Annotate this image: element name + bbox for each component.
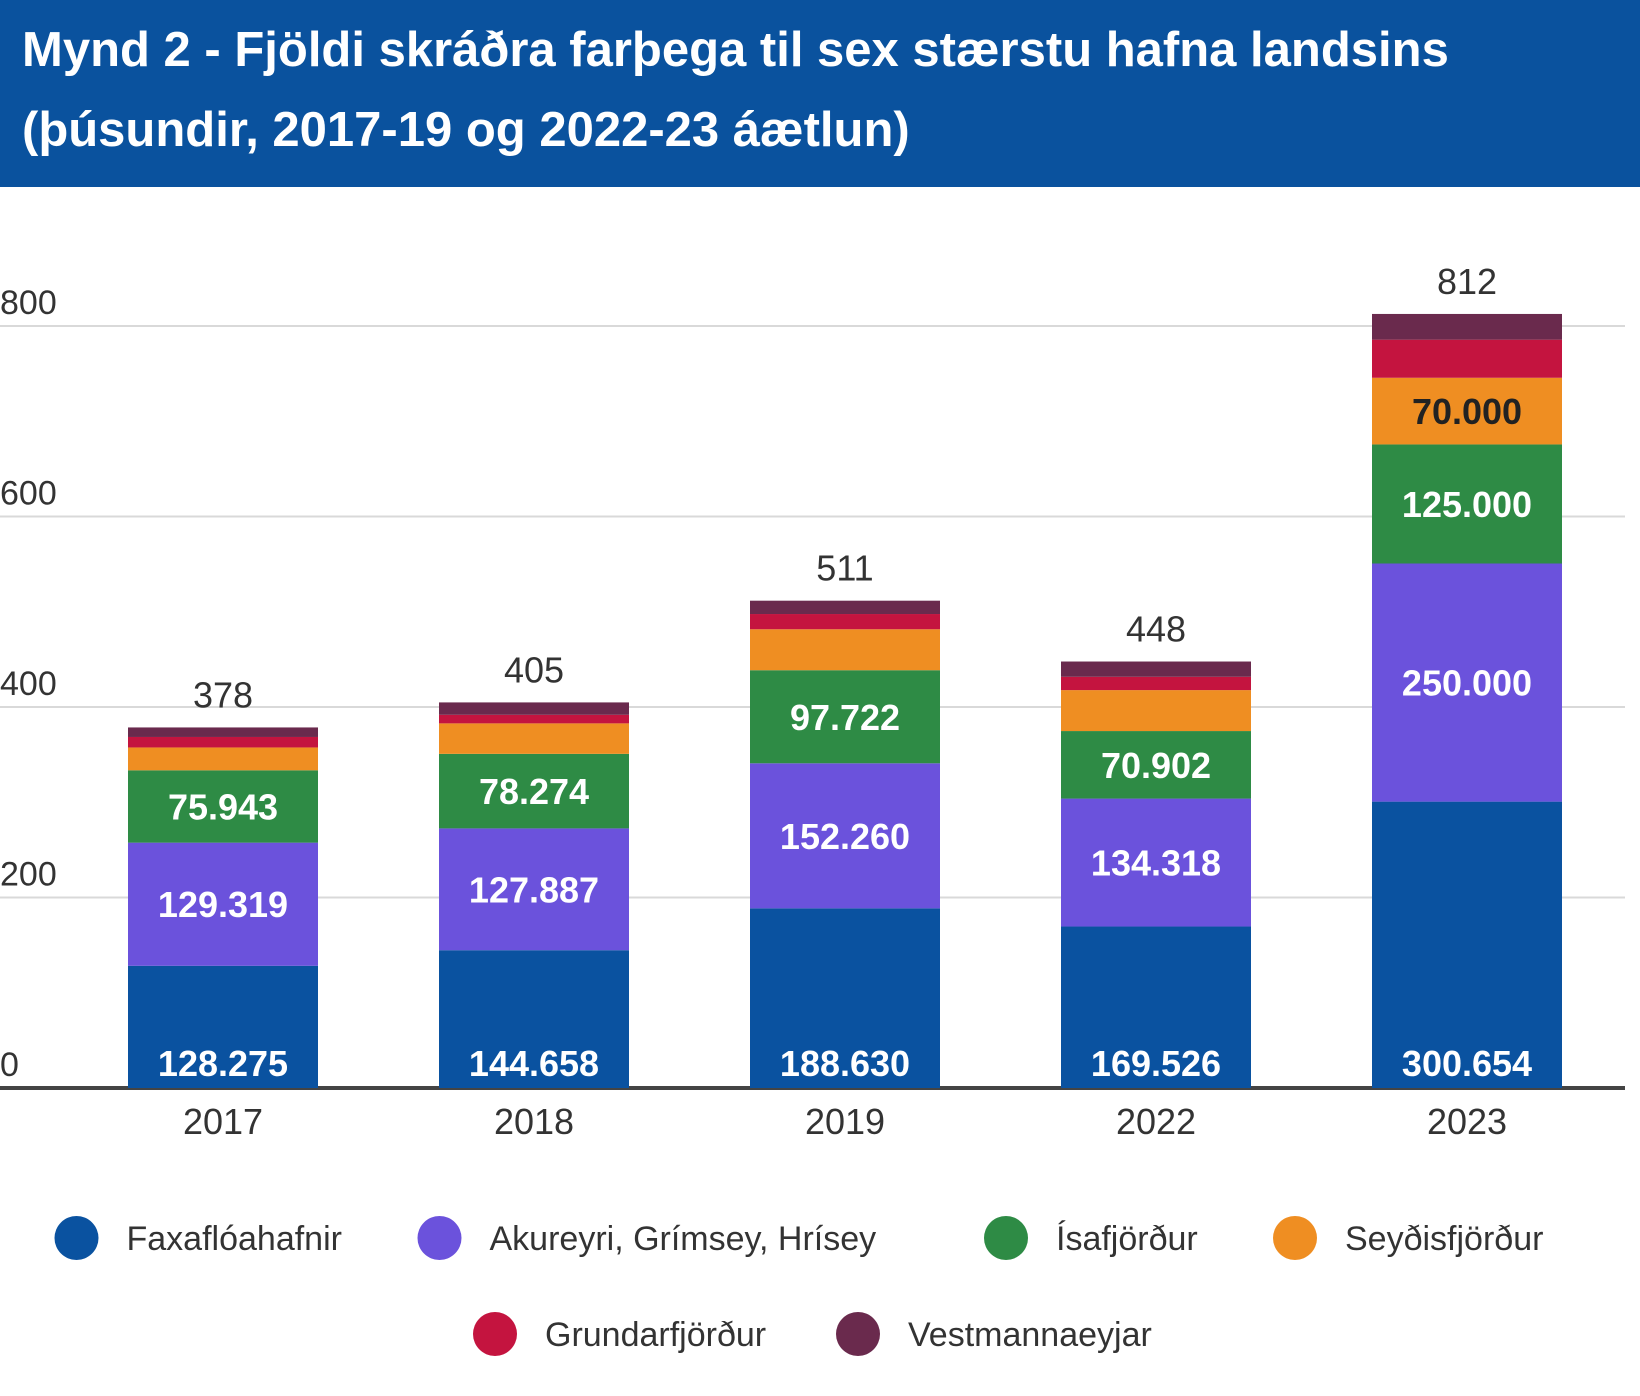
- bar-segment: [750, 600, 940, 615]
- legend-marker: [1273, 1216, 1317, 1260]
- bar-segment: [1372, 377, 1562, 445]
- data-label: 169.526: [1091, 1043, 1221, 1084]
- bar-segment: [439, 723, 629, 754]
- bar-segment: [1061, 798, 1251, 927]
- x-tick-label: 2022: [1116, 1101, 1196, 1142]
- data-label: 250.000: [1402, 663, 1532, 704]
- bar-segment: [750, 908, 940, 1088]
- bar-segment: [750, 629, 940, 671]
- bar-segment: [1061, 676, 1251, 691]
- bar-segment: [1372, 339, 1562, 378]
- legend: Faxaflóahafnir Akureyri, Grímsey, Hrísey Í…: [54, 1216, 1543, 1356]
- bar-layer: [128, 313, 1562, 1088]
- total-label: 812: [1437, 261, 1497, 302]
- bar-segment: [1372, 563, 1562, 802]
- bar-segment: [1372, 444, 1562, 564]
- y-tick-label: 400: [0, 665, 57, 703]
- legend-label: Vestmannaeyjar: [908, 1316, 1152, 1354]
- bar-segment: [750, 670, 940, 764]
- bar-segment: [439, 702, 629, 715]
- y-tick-label: 600: [0, 475, 57, 513]
- bar-segment: [1372, 313, 1562, 340]
- total-label: 405: [504, 649, 564, 690]
- legend-marker: [836, 1312, 880, 1356]
- bar-segment: [439, 753, 629, 829]
- legend-label: Ísafjörður: [1056, 1220, 1198, 1258]
- legend-label: Faxaflóahafnir: [127, 1220, 342, 1258]
- data-label: 129.319: [158, 884, 288, 925]
- x-tick-label: 2023: [1427, 1101, 1507, 1142]
- data-label: 188.630: [780, 1043, 910, 1084]
- y-tick-label: 800: [0, 284, 57, 322]
- data-label: 70.000: [1412, 391, 1522, 432]
- total-label: 511: [816, 548, 873, 589]
- x-tick-label: 2019: [805, 1101, 885, 1142]
- data-label: 125.000: [1402, 484, 1532, 525]
- legend-label: Grundarfjörður: [545, 1316, 766, 1354]
- total-label: 448: [1126, 609, 1186, 650]
- legend-marker: [54, 1216, 99, 1260]
- bar-segment: [128, 736, 318, 748]
- legend-label: Akureyri, Grímsey, Hrísey: [490, 1220, 877, 1258]
- legend-marker: [473, 1312, 517, 1356]
- bar-segment: [1061, 926, 1251, 1088]
- title-bar: Mynd 2 - Fjöldi skráðra farþega til sex …: [0, 0, 1640, 187]
- bar-segment: [439, 714, 629, 724]
- chart-title: Mynd 2 - Fjöldi skráðra farþega til sex …: [22, 23, 1449, 77]
- data-label: 70.902: [1101, 745, 1211, 786]
- data-label: 144.658: [469, 1043, 599, 1084]
- x-tick-label: 2018: [494, 1101, 574, 1142]
- data-label: 97.722: [790, 697, 900, 738]
- bar-segment: [750, 763, 940, 909]
- bar-segment: [128, 727, 318, 737]
- data-label: 75.943: [168, 786, 278, 827]
- bar-segment: [128, 747, 318, 771]
- bar-segment: [439, 828, 629, 951]
- bar-segment: [750, 614, 940, 630]
- y-tick-label: 0: [0, 1046, 19, 1084]
- legend-label: Seyðisfjörður: [1345, 1220, 1543, 1258]
- bar-segment: [439, 950, 629, 1088]
- data-label: 300.654: [1402, 1043, 1532, 1084]
- total-label: 378: [193, 674, 253, 715]
- chart-subtitle: (þúsundir, 2017-19 og 2022-23 áætlun): [22, 103, 910, 157]
- data-label: 152.260: [780, 816, 910, 857]
- bar-segment: [1061, 690, 1251, 732]
- bar-segment: [128, 965, 318, 1088]
- legend-marker: [417, 1216, 462, 1260]
- bar-segment: [1372, 801, 1562, 1088]
- y-tick-label: 200: [0, 856, 57, 894]
- data-label: 134.318: [1091, 843, 1221, 884]
- bar-segment: [128, 842, 318, 966]
- legend-marker: [984, 1216, 1028, 1260]
- bar-segment: [1061, 731, 1251, 799]
- data-label: 78.274: [479, 771, 589, 812]
- bar-segment: [1061, 661, 1251, 677]
- data-label: 128.275: [158, 1043, 288, 1084]
- x-tick-label: 2017: [183, 1101, 263, 1142]
- bar-segment: [128, 770, 318, 843]
- label-layer: 128.275 129.319 75.943 378 2017 144.658 127.88…: [158, 261, 1532, 1142]
- data-label: 127.887: [469, 869, 599, 910]
